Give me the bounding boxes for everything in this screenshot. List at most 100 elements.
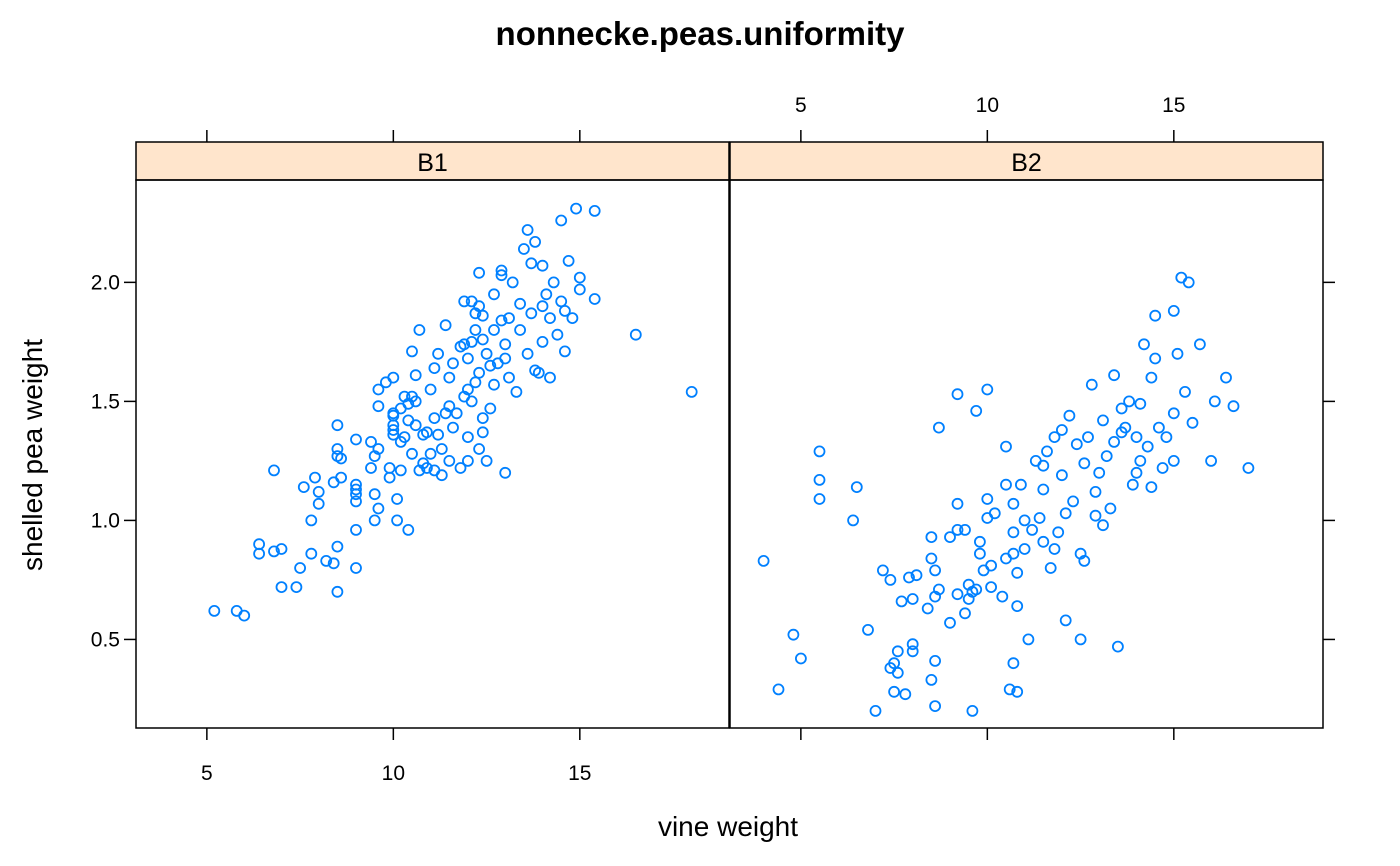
- data-point: [1018, 514, 1031, 527]
- data-point: [461, 383, 474, 396]
- data-point: [391, 493, 404, 505]
- data-point: [1085, 378, 1098, 391]
- data-point: [473, 266, 486, 279]
- data-point: [1033, 512, 1046, 524]
- data-point: [906, 593, 919, 605]
- data-point: [536, 300, 549, 313]
- data-point: [951, 388, 964, 401]
- data-point: [461, 454, 474, 467]
- data-point: [484, 359, 497, 372]
- data-point: [1179, 385, 1191, 398]
- data-point: [488, 378, 500, 391]
- data-point: [253, 538, 266, 551]
- data-point: [944, 616, 956, 629]
- data-point: [525, 257, 538, 270]
- data-point: [1171, 347, 1184, 360]
- data-point: [398, 431, 411, 444]
- data-point: [951, 497, 964, 510]
- data-point: [1048, 543, 1061, 555]
- strip-b2: [729, 141, 1324, 181]
- data-point: [847, 514, 859, 527]
- chart-title: nonnecke.peas.uniformity: [496, 15, 906, 52]
- data-point: [1011, 566, 1024, 579]
- data-point: [394, 402, 407, 415]
- data-point: [275, 581, 288, 593]
- data-point: [1108, 369, 1120, 382]
- data-point: [1059, 614, 1072, 627]
- axes-group: 5 5 10 10 15 15 0.5 1.0 1.5 2.0: [91, 94, 1335, 785]
- data-point: [432, 347, 445, 360]
- data-point: [629, 328, 642, 341]
- y-tick-label: 1.5: [91, 390, 120, 413]
- data-point: [899, 688, 912, 701]
- data-point: [297, 481, 310, 494]
- data-point: [1082, 431, 1094, 444]
- data-point: [435, 443, 448, 455]
- data-point: [294, 562, 307, 574]
- data-point: [473, 366, 486, 379]
- data-point: [685, 385, 698, 398]
- data-point: [1044, 562, 1057, 574]
- data-point: [795, 652, 807, 665]
- data-point: [409, 419, 422, 432]
- data-point: [925, 552, 938, 565]
- data-point: [1063, 409, 1076, 422]
- data-point: [1167, 407, 1180, 420]
- data-point: [1011, 600, 1024, 612]
- data-point: [1115, 402, 1128, 415]
- data-point: [1056, 424, 1068, 436]
- data-point: [525, 307, 538, 320]
- data-point: [450, 407, 463, 420]
- data-point: [906, 645, 919, 658]
- x-tick-label: 15: [568, 762, 591, 785]
- data-point: [402, 524, 415, 536]
- data-point: [394, 464, 407, 477]
- data-point: [813, 473, 826, 486]
- data-point: [772, 683, 785, 696]
- data-point: [559, 345, 571, 358]
- data-point: [1007, 547, 1020, 560]
- data-point: [379, 376, 392, 389]
- data-point: [484, 402, 497, 415]
- data-point: [1126, 478, 1139, 491]
- data-point: [988, 507, 1001, 520]
- data-point: [495, 269, 508, 282]
- data-point: [813, 445, 826, 458]
- data-point: [495, 314, 508, 327]
- data-point: [1138, 338, 1150, 351]
- data-point: [454, 462, 467, 474]
- data-point: [435, 469, 448, 482]
- data-point: [921, 602, 934, 615]
- data-point: [1134, 454, 1147, 467]
- data-point: [1208, 395, 1221, 408]
- data-point: [350, 562, 362, 574]
- data-point: [1078, 457, 1091, 470]
- data-point: [521, 347, 534, 360]
- data-point: [1018, 543, 1031, 555]
- data-point: [551, 328, 564, 341]
- data-point: [974, 535, 986, 548]
- data-point: [439, 319, 452, 332]
- data-point: [476, 412, 489, 425]
- data-point: [1149, 309, 1162, 322]
- data-point: [518, 243, 530, 255]
- data-point: [1130, 431, 1143, 444]
- data-point: [1097, 519, 1109, 532]
- data-point: [253, 547, 266, 560]
- x-tick-label: 10: [976, 94, 999, 117]
- data-point: [929, 700, 941, 712]
- strip-label-b2: B2: [1011, 149, 1042, 177]
- data-point: [884, 574, 897, 586]
- data-point: [476, 309, 489, 322]
- points-b2: [757, 271, 1255, 717]
- data-point: [1026, 524, 1038, 536]
- data-point: [1007, 497, 1020, 510]
- data-point: [985, 581, 997, 593]
- data-point: [365, 462, 377, 474]
- data-point: [1104, 502, 1117, 515]
- data-point: [566, 312, 579, 325]
- data-point: [275, 543, 288, 555]
- data-point: [862, 624, 874, 636]
- data-point: [521, 224, 534, 236]
- data-point: [1003, 683, 1016, 696]
